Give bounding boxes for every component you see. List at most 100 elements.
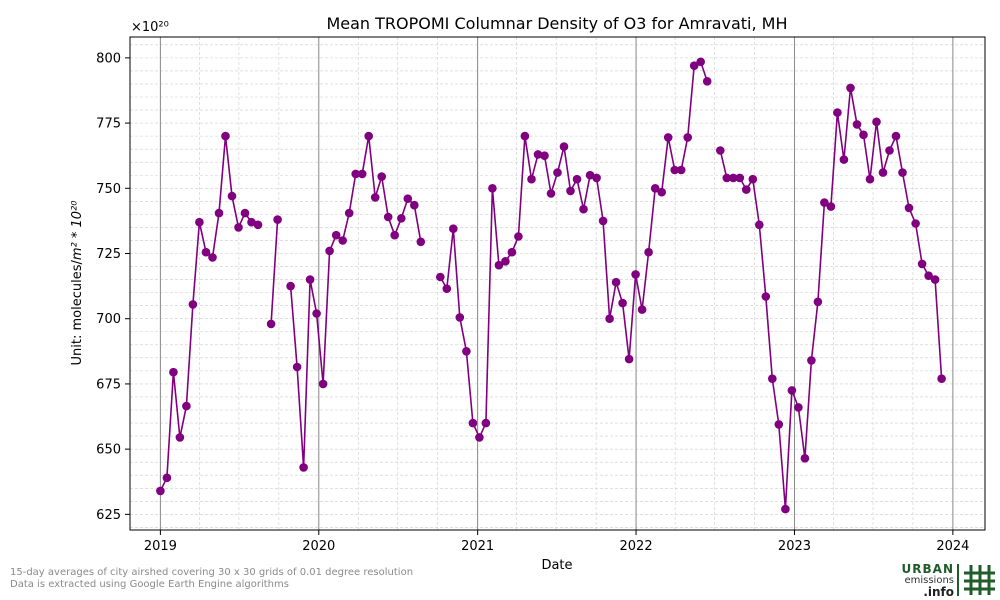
x-axis-label: Date [541,558,572,573]
data-point [872,117,881,127]
data-point [312,309,321,318]
data-point [383,212,393,222]
data-point [878,168,888,177]
data-point [865,174,875,184]
data-point [234,223,243,232]
data-point [605,314,614,324]
data-point [156,486,165,496]
data-point [201,247,211,257]
x-axis-ticks: 2019 2020 2021 2022 2023 2024 [144,530,969,554]
data-point [442,284,452,294]
data-point [722,173,732,183]
y-tick-label: 625 [96,508,121,523]
data-point [514,232,523,241]
data-point [273,215,282,224]
data-point [357,169,367,179]
data-point [162,473,172,483]
data-point [351,169,361,179]
data-point [449,224,458,233]
data-point [344,208,354,218]
data-point [826,202,836,211]
data-point [436,272,445,282]
data-point [702,77,712,86]
data-point [755,220,764,230]
logo-word-info: .info [923,585,954,599]
x-tick-label: 2024 [936,539,969,554]
y-tick-label: 650 [96,443,121,458]
data-point [182,401,191,411]
data-point [305,275,315,284]
data-point [800,454,810,463]
series-line [159,60,943,510]
data-point [859,130,868,140]
data-point [774,420,784,429]
data-point [253,220,263,230]
data-point [839,155,849,164]
data-point [748,174,758,184]
data-point [266,319,276,329]
data-point [208,253,217,262]
data-point [735,173,745,183]
data-point [227,191,237,201]
data-point [820,198,829,207]
y-axis-ticks: 625 650 675 700 725 750 775 800 [96,51,130,523]
data-point [247,217,256,227]
data-point [240,208,250,218]
data-point [696,57,705,67]
data-point [462,347,471,356]
data-point [520,131,530,141]
y-axis-label: Unit: molecules/m² * 10²⁰ [70,200,85,366]
data-point [898,168,907,177]
data-point [553,168,562,177]
data-point [566,186,575,196]
data-point [937,374,946,384]
data-point [592,173,601,183]
y-tick-label: 750 [96,182,121,197]
data-point [904,203,914,213]
logo-word-emissions: emissions [904,575,954,586]
data-point [559,142,569,151]
grid-lines [130,37,985,530]
x-tick-label: 2023 [778,539,811,554]
y-tick-label: 775 [96,117,121,132]
data-point [768,374,777,384]
data-point [807,356,816,365]
footnote-line-2: Data is extracted using Google Earth Eng… [10,579,289,590]
data-point [416,237,426,247]
data-point [195,217,204,227]
data-point [683,133,692,142]
data-point [787,386,797,395]
x-tick-label: 2022 [620,539,653,554]
data-point [188,300,198,309]
data-point [488,184,497,193]
data-point [885,146,894,155]
data-point [390,230,400,240]
data-point [852,120,862,129]
data-point [468,418,478,428]
data-point [221,131,230,141]
data-point [891,131,901,141]
footnote-line-1: 15-day averages of city airshed covering… [10,567,414,578]
data-point [175,433,185,442]
data-point [781,504,790,514]
x-tick-label: 2019 [144,539,177,554]
data-points [156,57,946,514]
logo-divider [957,564,959,596]
data-point [924,271,933,281]
data-point [455,313,465,322]
y-axis-label-prefix: Unit: molecules/ [70,260,85,366]
data-point [650,184,660,193]
data-point [364,131,374,141]
data-point [813,297,823,307]
data-point [214,208,224,218]
data-point [572,174,582,184]
data-point [331,230,341,240]
y-axis-label-unit: m² * 10²⁰ [70,200,85,260]
data-point [299,463,308,472]
data-point [501,257,510,266]
data-point [475,433,484,442]
data-point [546,189,556,198]
data-point [716,146,725,155]
year-separator-lines [159,37,954,530]
